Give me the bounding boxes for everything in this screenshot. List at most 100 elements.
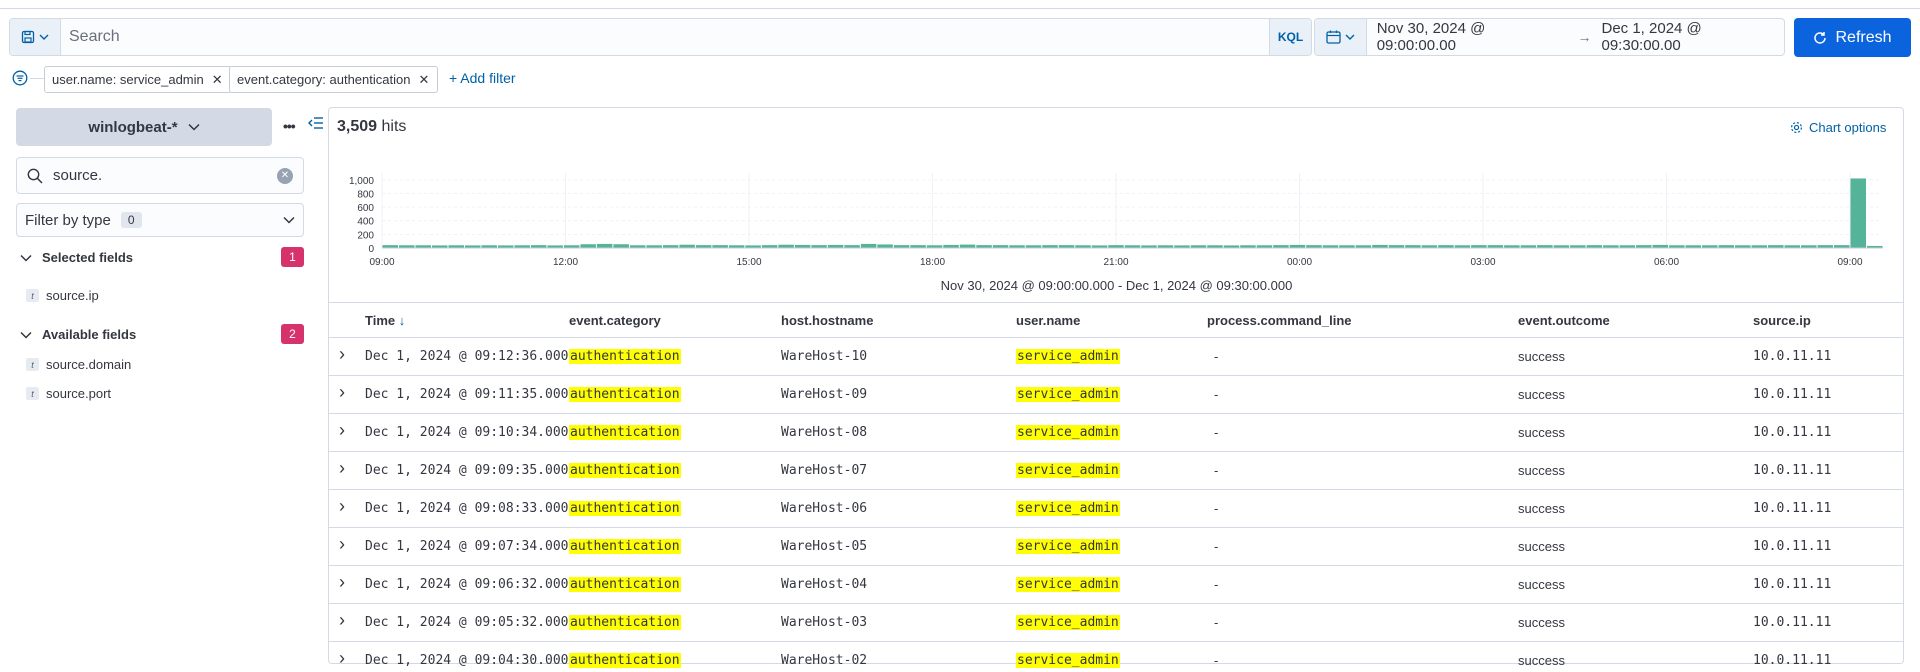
- histogram-bar[interactable]: [415, 245, 431, 248]
- histogram-bar[interactable]: [1652, 244, 1669, 248]
- histogram-bar[interactable]: [811, 245, 827, 248]
- field-item-source-ip[interactable]: t source.ip: [26, 288, 99, 303]
- collapse-sidebar-icon[interactable]: [308, 116, 324, 130]
- histogram-bar[interactable]: [728, 245, 745, 248]
- table-row[interactable]: › Dec 1, 2024 @ 09:09:35.000 authenticatio…: [329, 452, 1903, 490]
- column-header-event-outcome[interactable]: event.outcome: [1518, 312, 1610, 328]
- histogram-bar[interactable]: [761, 245, 778, 248]
- selected-fields-toggle[interactable]: Selected fields: [20, 250, 133, 265]
- histogram-bar[interactable]: [514, 245, 530, 248]
- expand-row-icon[interactable]: ›: [339, 610, 345, 630]
- table-row[interactable]: › Dec 1, 2024 @ 09:07:34.000 authenticatio…: [329, 528, 1903, 566]
- histogram-bar[interactable]: [1784, 245, 1801, 248]
- histogram-bar[interactable]: [1454, 245, 1471, 248]
- expand-row-icon[interactable]: ›: [339, 572, 345, 592]
- histogram-bar[interactable]: [464, 245, 481, 248]
- table-row[interactable]: › Dec 1, 2024 @ 09:05:32.000 authenticatio…: [329, 604, 1903, 642]
- clear-icon[interactable]: ✕: [277, 167, 293, 184]
- histogram-bar[interactable]: [1289, 244, 1306, 248]
- histogram-bar[interactable]: [596, 243, 613, 248]
- histogram-bar[interactable]: [1355, 245, 1372, 248]
- histogram-bar[interactable]: [431, 245, 448, 248]
- histogram-bar[interactable]: [1817, 245, 1834, 248]
- expand-row-icon[interactable]: ›: [339, 382, 345, 402]
- histogram-bar[interactable]: [448, 245, 464, 248]
- histogram-bar[interactable]: [877, 244, 893, 248]
- histogram-bar[interactable]: [926, 245, 943, 248]
- histogram-bar[interactable]: [1751, 245, 1768, 248]
- table-row[interactable]: › Dec 1, 2024 @ 09:04:30.000 authenticatio…: [329, 642, 1903, 672]
- histogram-bar[interactable]: [1619, 245, 1636, 248]
- histogram-bar[interactable]: [893, 245, 910, 248]
- saved-query-button[interactable]: [10, 19, 61, 55]
- histogram-bar[interactable]: [530, 245, 547, 248]
- query-language-button[interactable]: KQL: [1269, 19, 1311, 55]
- column-header-source-ip[interactable]: source.ip: [1753, 312, 1811, 328]
- histogram-bar[interactable]: [1702, 245, 1718, 248]
- chart-options-button[interactable]: Chart options: [1790, 120, 1886, 135]
- histogram-bar[interactable]: [1735, 245, 1751, 248]
- histogram-bar[interactable]: [1520, 245, 1537, 248]
- histogram-bar[interactable]: [1405, 245, 1421, 248]
- quick-menu-button[interactable]: [1315, 19, 1367, 55]
- table-row[interactable]: › Dec 1, 2024 @ 09:08:33.000 authenticatio…: [329, 490, 1903, 528]
- histogram-bar[interactable]: [910, 245, 926, 248]
- histogram-bar[interactable]: [1223, 245, 1240, 248]
- table-row[interactable]: › Dec 1, 2024 @ 09:10:34.000 authenticatio…: [329, 414, 1903, 452]
- histogram-bar[interactable]: [613, 244, 629, 248]
- histogram-bar[interactable]: [580, 244, 596, 248]
- column-header-host-hostname[interactable]: host.hostname: [781, 312, 874, 328]
- histogram-bar[interactable]: [1174, 245, 1190, 248]
- histogram-bar[interactable]: [629, 245, 646, 248]
- histogram-bar[interactable]: [1801, 245, 1817, 248]
- expand-row-icon[interactable]: ›: [339, 648, 345, 668]
- histogram-bar[interactable]: [1240, 245, 1256, 248]
- histogram-bar[interactable]: [1339, 245, 1355, 248]
- histogram-bar[interactable]: [1091, 245, 1108, 248]
- filter-pill-event-category[interactable]: event.category: authentication ✕: [229, 66, 439, 93]
- column-header-process-command-line[interactable]: process.command_line: [1207, 312, 1352, 328]
- expand-row-icon[interactable]: ›: [339, 496, 345, 516]
- histogram-bar[interactable]: [1586, 245, 1603, 248]
- histogram-bar[interactable]: [1256, 245, 1273, 248]
- histogram-bar[interactable]: [1157, 245, 1174, 248]
- add-filter-button[interactable]: + Add filter: [449, 70, 516, 86]
- histogram-bar[interactable]: [1009, 245, 1025, 248]
- histogram-bar[interactable]: [1421, 245, 1438, 248]
- filter-pill-user-name[interactable]: user.name: service_admin ✕: [44, 66, 232, 93]
- histogram-bar[interactable]: [1306, 245, 1322, 248]
- histogram-bar[interactable]: [794, 244, 811, 248]
- histogram-bar[interactable]: [1388, 245, 1405, 248]
- histogram-bar[interactable]: [1108, 245, 1124, 248]
- histogram-bar[interactable]: [1372, 244, 1388, 248]
- data-view-selector[interactable]: winlogbeat-*: [16, 108, 272, 146]
- histogram-bar[interactable]: [563, 245, 580, 248]
- histogram-bar[interactable]: [1570, 245, 1586, 248]
- table-row[interactable]: › Dec 1, 2024 @ 09:06:32.000 authenticatio…: [329, 566, 1903, 604]
- histogram-bar[interactable]: [1867, 245, 1883, 248]
- filter-by-type-button[interactable]: Filter by type 0: [16, 203, 304, 237]
- histogram-bar[interactable]: [1273, 245, 1289, 248]
- histogram-bar[interactable]: [1058, 245, 1075, 248]
- histogram-bar[interactable]: [1850, 178, 1867, 248]
- histogram-bar[interactable]: [1636, 245, 1652, 248]
- field-search-input[interactable]: [53, 167, 267, 184]
- histogram-bar[interactable]: [1075, 245, 1091, 248]
- histogram-bar[interactable]: [1537, 245, 1553, 248]
- search-input[interactable]: [61, 19, 1269, 55]
- histogram-bar[interactable]: [1190, 245, 1207, 248]
- start-date[interactable]: Nov 30, 2024 @ 09:00:00.00: [1376, 20, 1486, 54]
- histogram-bar[interactable]: [497, 245, 514, 248]
- column-header-user-name[interactable]: user.name: [1016, 312, 1081, 328]
- table-row[interactable]: › Dec 1, 2024 @ 09:11:35.000 authenticatio…: [329, 376, 1903, 414]
- refresh-button[interactable]: Refresh: [1794, 18, 1911, 57]
- histogram-bar[interactable]: [745, 245, 761, 248]
- histogram-bar[interactable]: [1504, 245, 1520, 248]
- histogram-bar[interactable]: [1768, 245, 1784, 248]
- histogram-bar[interactable]: [1718, 245, 1735, 248]
- field-item-source-domain[interactable]: t source.domain: [26, 357, 131, 372]
- histogram-bar[interactable]: [1487, 245, 1504, 248]
- histogram-bar[interactable]: [695, 245, 712, 248]
- histogram-bar[interactable]: [959, 244, 976, 248]
- histogram-bar[interactable]: [1025, 245, 1042, 248]
